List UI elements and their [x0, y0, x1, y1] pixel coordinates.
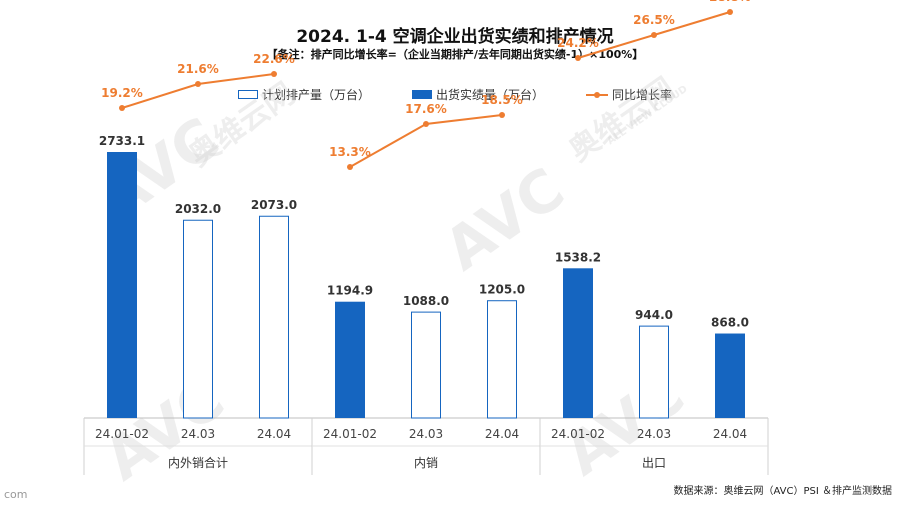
growth-label: 21.6% — [177, 62, 219, 76]
x-tick-label: 24.03 — [409, 427, 443, 441]
legend-item-growth: 同比增长率 — [586, 86, 672, 103]
growth-point — [575, 55, 581, 61]
chart-title: 2024. 1-4 空调企业出货实绩和排产情况 — [296, 27, 614, 47]
x-tick-label: 24.04 — [257, 427, 291, 441]
legend-item-plan: 计划排产量（万台） — [237, 86, 370, 103]
group-label: 内销 — [414, 456, 438, 470]
bar-shipment — [563, 268, 593, 418]
bar-value-label: 1538.2 — [555, 250, 601, 264]
bar-shipment — [715, 333, 745, 418]
bar-plan — [639, 325, 669, 419]
x-tick-label: 24.03 — [637, 427, 671, 441]
group-label: 内外销合计 — [168, 455, 228, 470]
growth-point — [499, 112, 505, 118]
growth-label: 26.5% — [633, 13, 675, 27]
bar-value-label: 1205.0 — [479, 283, 525, 297]
growth-label: 13.3% — [329, 145, 371, 159]
source-note: 数据来源：奥维云网（AVC）PSI ＆排产监测数据 — [673, 486, 892, 497]
bar-plan — [411, 311, 441, 419]
bar-value-label: 868.0 — [711, 316, 749, 330]
x-tick-label: 24.04 — [485, 427, 519, 441]
bar-value-label: 2032.0 — [175, 202, 221, 216]
legend-label-shipment: 出货实绩量（万台） — [435, 88, 544, 102]
growth-point — [271, 71, 277, 77]
bar-value-label: 1194.9 — [327, 284, 373, 298]
bar-plan — [259, 215, 289, 419]
growth-point — [119, 105, 125, 111]
growth-label: 18.5% — [481, 93, 523, 107]
legend-swatch-plan — [237, 90, 258, 99]
bar-value-label: 2073.0 — [251, 198, 297, 212]
legend: 计划排产量（万台） 出货实绩量（万台） 同比增长率 — [0, 86, 910, 103]
bar-plan — [487, 300, 517, 419]
x-tick-label: 24.04 — [713, 427, 747, 441]
bar-shipment — [107, 152, 137, 418]
group-label: 出口 — [642, 456, 666, 470]
bar-value-label: 1088.0 — [403, 294, 449, 308]
growth-point — [423, 121, 429, 127]
growth-label: 24.2% — [557, 36, 599, 50]
legend-item-shipment: 出货实绩量（万台） — [411, 86, 544, 103]
x-tick-label: 24.01-02 — [551, 427, 605, 441]
legend-swatch-shipment — [411, 90, 432, 99]
growth-label: 22.6% — [253, 52, 295, 66]
legend-swatch-growth — [586, 90, 608, 99]
growth-point — [347, 164, 353, 170]
growth-label: 28.8% — [709, 0, 751, 4]
chart-subtitle: 【备注：排产同比增长率=（企业当期排产/去年同期出货实绩-1）×100%】 — [266, 48, 644, 61]
bar-shipment — [335, 301, 365, 418]
corner-text: com — [4, 488, 28, 501]
bar-value-label: 2733.1 — [99, 134, 145, 148]
growth-point — [195, 81, 201, 87]
x-tick-label: 24.03 — [181, 427, 215, 441]
bar-plan — [183, 219, 213, 419]
growth-line — [121, 73, 275, 109]
x-tick-label: 24.01-02 — [95, 427, 149, 441]
growth-label: 19.2% — [101, 86, 143, 100]
growth-point — [651, 32, 657, 38]
legend-label-growth: 同比增长率 — [612, 88, 673, 102]
x-tick-label: 24.01-02 — [323, 427, 377, 441]
growth-point — [727, 9, 733, 15]
bar-value-label: 944.0 — [635, 308, 673, 322]
legend-label-plan: 计划排产量（万台） — [261, 88, 370, 102]
growth-label: 17.6% — [405, 102, 447, 116]
